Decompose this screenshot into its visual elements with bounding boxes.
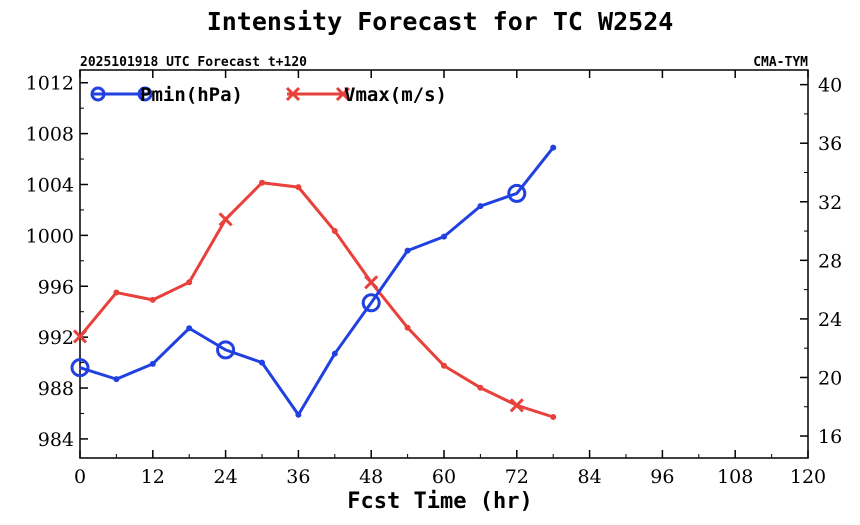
marker-x-stroke (364, 275, 379, 290)
data-point (295, 411, 302, 418)
data-point (550, 144, 557, 151)
data-point (404, 247, 411, 254)
data-point-marker-x (218, 212, 233, 227)
data-point (331, 228, 338, 235)
data-point-marker-x (509, 398, 524, 413)
data-point (149, 296, 156, 303)
y-right-tick-label: 20 (818, 367, 842, 389)
data-point (259, 179, 265, 186)
x-axis-label: Fcst Time (hr) (347, 489, 532, 514)
legend-label: Pmin(hPa) (140, 84, 243, 106)
x-tick-label: 96 (650, 466, 674, 488)
data-point (186, 325, 193, 332)
y-right-tick-label: 40 (818, 75, 842, 97)
legend: Pmin(hPa) Vmax(m/s) (90, 84, 447, 106)
y-left-tick-label: 984 (38, 429, 74, 451)
data-point (441, 233, 447, 240)
series-line-Pmin(hPa) (79, 146, 555, 417)
x-tick-label: 48 (359, 466, 383, 488)
data-point (295, 184, 302, 191)
data-point (186, 279, 193, 286)
x-tick-label: 36 (286, 466, 310, 488)
legend-label: Vmax(m/s) (344, 84, 447, 106)
data-point-marker-circle (216, 340, 236, 360)
x-tick-label: 12 (141, 466, 165, 488)
y-left-tick-label: 992 (38, 327, 74, 349)
y-left-tick-label: 1000 (26, 225, 74, 247)
x-tick-label: 60 (432, 466, 456, 488)
y-left-tick-label: 1012 (26, 73, 74, 95)
data-point-marker-x (364, 275, 379, 290)
data-point (550, 414, 557, 421)
y-right-tick-label: 16 (818, 426, 842, 448)
plot-frame (79, 69, 809, 459)
legend-marker-x (335, 86, 351, 102)
legend-marker-circle (137, 86, 153, 102)
y-right-tick-label: 32 (818, 192, 842, 214)
legend-marker-x (285, 86, 301, 102)
data-point (259, 359, 265, 366)
plot-area: 0 12 24 36 48 60 72 84 96 108 120 984 988 992 996 1000 1… (26, 69, 842, 488)
x-tick-label: 72 (505, 466, 529, 488)
data-point (113, 376, 120, 383)
chart-subtitle-left: 2025101918 UTC Forecast t+120 (80, 55, 307, 70)
marker-x-stroke (218, 212, 233, 227)
data-point-marker-x (72, 329, 88, 344)
x-tick-label: 84 (578, 466, 602, 488)
chart-subtitle-right: CMA-TYM (753, 55, 808, 70)
y-left-tick-label: 1004 (26, 174, 74, 196)
x-tick-label: 120 (790, 466, 826, 488)
y-right-tick-label: 28 (818, 250, 842, 272)
data-point-marker-circle (70, 358, 90, 378)
data-point-marker-circle (361, 293, 381, 313)
x-tick-label: 108 (717, 466, 753, 488)
data-point (331, 350, 338, 357)
series-line-Vmax(m/s) (78, 181, 554, 419)
y-left-tick-label: 1008 (26, 124, 74, 146)
y-left-tick-label: 996 (38, 276, 74, 298)
marker-x-stroke (72, 329, 88, 344)
y-left-tick-label: 988 (38, 378, 74, 400)
chart-title: Intensity Forecast for TC W2524 (207, 7, 674, 36)
data-point (477, 384, 484, 391)
data-point (404, 324, 411, 331)
marker-x-stroke (509, 398, 524, 413)
data-point (477, 203, 484, 210)
x-tick-label: 24 (214, 466, 238, 488)
legend-marker-circle (90, 86, 106, 102)
x-tick-label: 0 (74, 466, 86, 488)
data-point (113, 289, 120, 296)
y-right-tick-label: 24 (818, 309, 842, 331)
y-right-tick-label: 36 (818, 133, 842, 155)
data-point (441, 362, 447, 369)
data-point (149, 360, 156, 367)
data-point-marker-circle (507, 183, 527, 203)
